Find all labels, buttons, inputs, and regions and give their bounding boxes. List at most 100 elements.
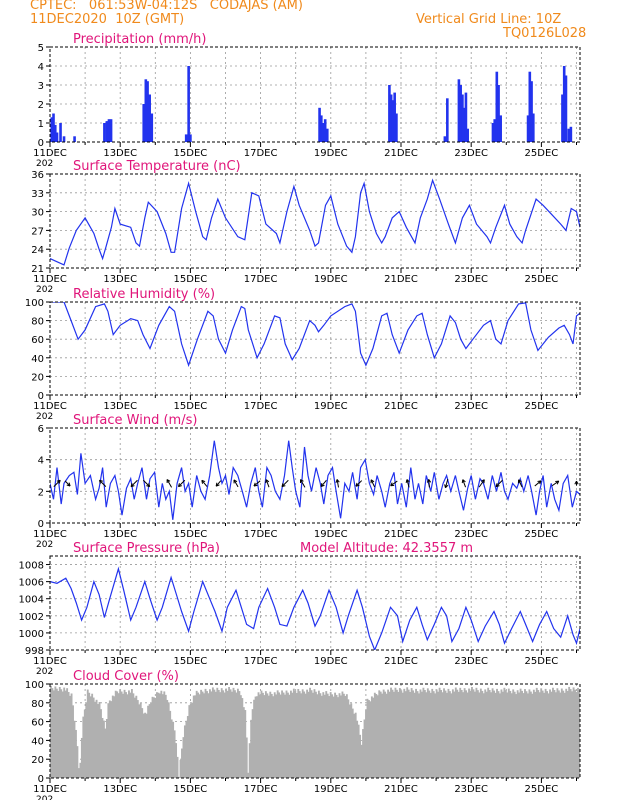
wind-arrow bbox=[98, 479, 107, 487]
cloud-bar bbox=[182, 737, 185, 778]
cloud-bar bbox=[362, 729, 364, 778]
cloud-bar bbox=[300, 693, 303, 778]
cloud-xtick-label: 17DEC bbox=[244, 784, 278, 795]
cloud-bar bbox=[144, 712, 147, 778]
wind-arrow bbox=[517, 479, 523, 488]
cloud-bar bbox=[578, 690, 580, 778]
cloud-bar bbox=[245, 737, 248, 778]
cloud-bar bbox=[73, 720, 76, 778]
temperature-frame bbox=[49, 173, 581, 269]
humidity-title: Relative Humidity (%) bbox=[73, 287, 215, 302]
cloud-bar bbox=[574, 689, 576, 778]
cloud-bar bbox=[363, 719, 366, 778]
cloud-bar bbox=[388, 691, 391, 778]
cloud-bar bbox=[229, 689, 232, 778]
cloud-bar bbox=[204, 688, 207, 778]
wind-arrow bbox=[265, 479, 270, 488]
cloud-bar bbox=[535, 687, 538, 778]
cloud-bar bbox=[456, 689, 459, 778]
cloud-bar bbox=[397, 691, 400, 778]
cloud-bar bbox=[491, 688, 494, 778]
cloud-bar bbox=[506, 692, 509, 778]
cloud-bar bbox=[379, 691, 382, 778]
humidity-frame bbox=[49, 301, 581, 396]
cloud-bar bbox=[242, 707, 245, 778]
cloud-bar bbox=[320, 695, 323, 778]
cloud-bar bbox=[426, 688, 429, 778]
temperature-xtick-label: 25DEC bbox=[525, 274, 559, 285]
cloud-bar bbox=[141, 708, 144, 778]
precipitation-xtick-label: 17DEC bbox=[244, 148, 278, 159]
cloud-bar bbox=[142, 713, 145, 778]
cloud-bar bbox=[266, 693, 269, 778]
cloud-bar bbox=[94, 701, 97, 778]
temperature-year-stub: 202 bbox=[36, 285, 53, 295]
cloud-bar bbox=[370, 696, 373, 778]
wind-ytick-label: 0 bbox=[38, 519, 44, 530]
cloud-bar bbox=[513, 691, 516, 778]
cloud-bar bbox=[322, 692, 325, 778]
precip-bar bbox=[55, 132, 59, 142]
cloud-bar bbox=[235, 692, 238, 778]
cloud-bar bbox=[334, 692, 337, 778]
cloud-bar bbox=[98, 702, 101, 778]
cloud-bar bbox=[557, 690, 560, 778]
humidity-line bbox=[50, 302, 580, 368]
cloud-bar bbox=[528, 689, 531, 778]
precip-bar bbox=[189, 134, 192, 142]
wind-xtick-label: 25DEC bbox=[525, 529, 559, 540]
precip-bar bbox=[142, 104, 146, 142]
cloud-bar bbox=[207, 693, 210, 778]
cloud-bar bbox=[537, 690, 540, 778]
cloud-bar bbox=[474, 691, 476, 778]
cloud-bar bbox=[432, 691, 435, 778]
cloud-bar bbox=[86, 689, 89, 778]
cloud-bar bbox=[368, 700, 370, 778]
temperature-ytick-label: 36 bbox=[31, 170, 44, 181]
wind-arrow bbox=[320, 479, 327, 487]
precipitation-title: Precipitation (mm/h) bbox=[73, 32, 206, 47]
cloud-bar bbox=[123, 689, 126, 778]
pressure-frame bbox=[49, 555, 581, 651]
cloud-bar bbox=[431, 688, 434, 778]
cloud-bar bbox=[120, 691, 123, 778]
cloud-bar bbox=[544, 688, 547, 778]
cloud-bar bbox=[457, 691, 460, 778]
cloud-bar bbox=[575, 691, 578, 778]
humidity-grid bbox=[50, 302, 580, 395]
cloud-bar bbox=[516, 690, 519, 778]
cloud-bar bbox=[384, 691, 387, 778]
cloud-bar bbox=[150, 702, 152, 778]
cloud-bar bbox=[487, 687, 490, 778]
cloud-bar bbox=[494, 692, 497, 778]
cloud-bar bbox=[552, 687, 554, 778]
cloud-xtick-label: 25DEC bbox=[525, 784, 559, 795]
wind-arrow bbox=[390, 480, 398, 487]
pressure-ytick-label: 1008 bbox=[19, 561, 44, 572]
temperature-ytick-label: 27 bbox=[31, 226, 44, 237]
cloud-bar bbox=[117, 693, 120, 778]
cloud-bar bbox=[382, 689, 385, 778]
cloud-bar bbox=[319, 693, 322, 778]
pressure-xtick-label: 15DEC bbox=[174, 656, 208, 667]
cloud-bar bbox=[157, 692, 160, 778]
pressure-xtick-label: 13DEC bbox=[103, 656, 137, 667]
cloud-bar bbox=[524, 689, 526, 778]
cloud-bar bbox=[119, 689, 122, 778]
cloud-bar bbox=[447, 688, 450, 778]
cloud-bar bbox=[163, 691, 166, 778]
cloud-bar bbox=[316, 694, 319, 778]
humidity-xtick-label: 17DEC bbox=[244, 401, 278, 412]
wind-xtick-label: 13DEC bbox=[103, 529, 137, 540]
precipitation-xtick-label: 13DEC bbox=[103, 148, 137, 159]
cloud-bar bbox=[345, 694, 348, 778]
pressure-xtick-label: 19DEC bbox=[314, 656, 348, 667]
wind-arrow bbox=[478, 479, 485, 488]
cloud-ytick-label: 20 bbox=[31, 755, 44, 766]
cloud-bar bbox=[260, 690, 263, 778]
cloud-bar bbox=[360, 744, 363, 778]
cloud-bar bbox=[577, 687, 579, 778]
pressure-annotation: Model Altitude: 42.3557 m bbox=[300, 541, 473, 556]
cloud-bar bbox=[108, 700, 111, 778]
cloud-bar bbox=[287, 692, 289, 778]
